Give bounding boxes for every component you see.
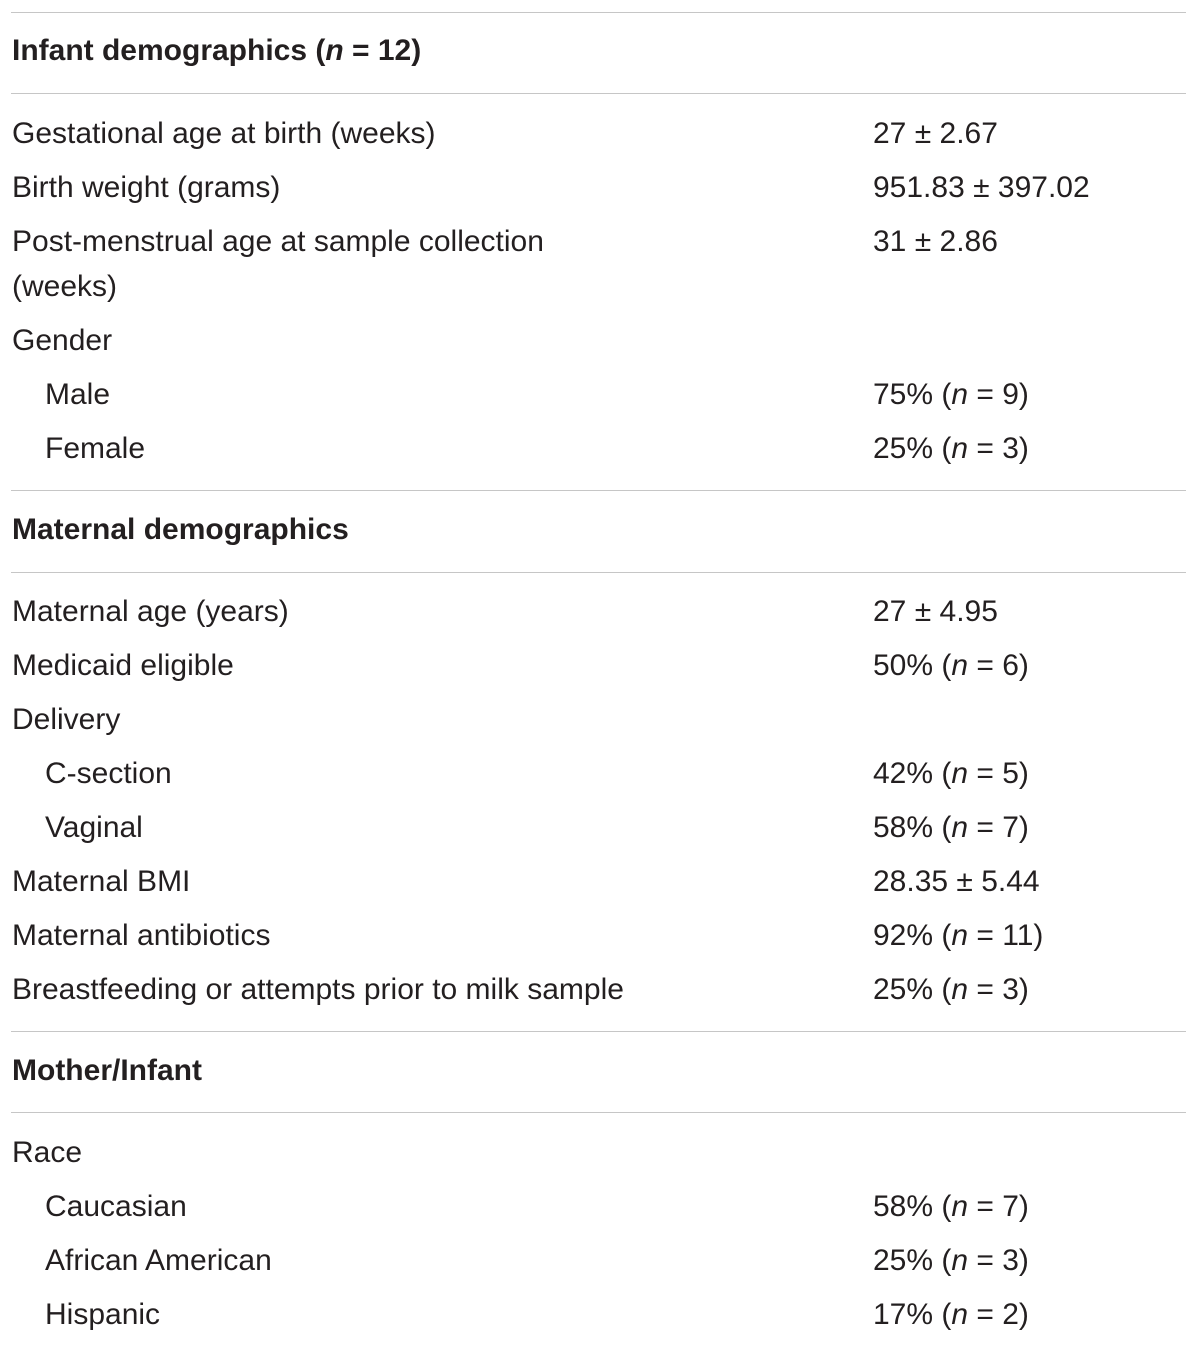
- value-text: 42% (: [873, 757, 952, 790]
- value-text: 25% (: [873, 1244, 952, 1277]
- value-text: = 3): [968, 432, 1029, 465]
- table-rule: [11, 490, 1186, 491]
- value-text: = 6): [968, 649, 1029, 682]
- n-symbol: n: [951, 432, 969, 465]
- row-label-continuation: (weeks): [12, 270, 118, 303]
- row-value: 17% (n = 2): [873, 1298, 1029, 1332]
- row-label: Maternal BMI: [12, 865, 191, 898]
- value-text: = 7): [968, 811, 1029, 844]
- n-symbol: n: [951, 1244, 969, 1277]
- n-symbol: n: [951, 919, 969, 952]
- table-rule: [11, 93, 1186, 94]
- row-value: 25% (n = 3): [873, 432, 1029, 466]
- table-rule: [11, 1112, 1186, 1113]
- value-text: 58% (: [873, 811, 952, 844]
- row-value: 58% (n = 7): [873, 811, 1029, 845]
- value-text: 50% (: [873, 649, 952, 682]
- row-label: Post-menstrual age at sample collection: [12, 225, 544, 258]
- row-label: Race: [12, 1136, 83, 1169]
- row-label: Maternal antibiotics: [12, 919, 271, 952]
- value-text: 75% (: [873, 378, 952, 411]
- section-title-text: = 12): [343, 34, 422, 67]
- row-label: Gestational age at birth (weeks): [12, 117, 436, 150]
- table-rule: [11, 572, 1186, 573]
- value-text: 58% (: [873, 1190, 952, 1223]
- section-title-mother-infant: Mother/Infant: [12, 1054, 202, 1087]
- value-text: = 11): [968, 919, 1044, 952]
- row-label: Vaginal: [45, 811, 143, 844]
- value-text: 17% (: [873, 1298, 952, 1331]
- n-symbol: n: [951, 973, 969, 1006]
- row-label: Caucasian: [45, 1190, 187, 1223]
- value-text: = 5): [968, 757, 1029, 790]
- value-text: = 2): [968, 1298, 1029, 1331]
- section-title-maternal-demographics: Maternal demographics: [12, 513, 349, 546]
- row-value: 75% (n = 9): [873, 378, 1029, 412]
- n-symbol: n: [951, 1298, 969, 1331]
- n-symbol: n: [951, 1190, 969, 1223]
- row-value: 951.83 ± 397.02: [873, 171, 1090, 204]
- row-label: Gender: [12, 324, 113, 357]
- row-value: 31 ± 2.86: [873, 225, 998, 258]
- table-rule: [11, 12, 1186, 13]
- row-label: Hispanic: [45, 1298, 161, 1331]
- n-symbol: n: [951, 757, 969, 790]
- table-rule: [11, 1031, 1186, 1032]
- row-label: C-section: [45, 757, 172, 790]
- value-text: 92% (: [873, 919, 952, 952]
- row-value: 42% (n = 5): [873, 757, 1029, 791]
- value-text: 25% (: [873, 973, 952, 1006]
- value-text: = 3): [968, 1244, 1029, 1277]
- row-value: 27 ± 4.95: [873, 595, 998, 628]
- row-value: 92% (n = 11): [873, 919, 1043, 953]
- row-label: Delivery: [12, 703, 121, 736]
- value-text: = 3): [968, 973, 1029, 1006]
- row-value: 25% (n = 3): [873, 973, 1029, 1007]
- n-symbol: n: [951, 649, 969, 682]
- value-text: = 7): [968, 1190, 1029, 1223]
- row-value: 27 ± 2.67: [873, 117, 998, 150]
- section-title-text: Infant demographics (: [12, 34, 326, 67]
- row-value: 25% (n = 3): [873, 1244, 1029, 1278]
- row-label: Medicaid eligible: [12, 649, 234, 682]
- value-text: 25% (: [873, 432, 952, 465]
- row-value: 28.35 ± 5.44: [873, 865, 1040, 898]
- row-label: Female: [45, 432, 146, 465]
- row-label: Male: [45, 378, 111, 411]
- row-label: African American: [45, 1244, 272, 1277]
- row-label: Maternal age (years): [12, 595, 289, 628]
- n-symbol: n: [325, 34, 344, 67]
- n-symbol: n: [951, 811, 969, 844]
- n-symbol: n: [951, 378, 969, 411]
- row-label: Birth weight (grams): [12, 171, 281, 204]
- row-value: 50% (n = 6): [873, 649, 1029, 683]
- row-value: 58% (n = 7): [873, 1190, 1029, 1224]
- section-title-infant-demographics: Infant demographics (n = 12): [12, 34, 421, 68]
- row-label: Breastfeeding or attempts prior to milk …: [12, 973, 624, 1006]
- value-text: = 9): [968, 378, 1029, 411]
